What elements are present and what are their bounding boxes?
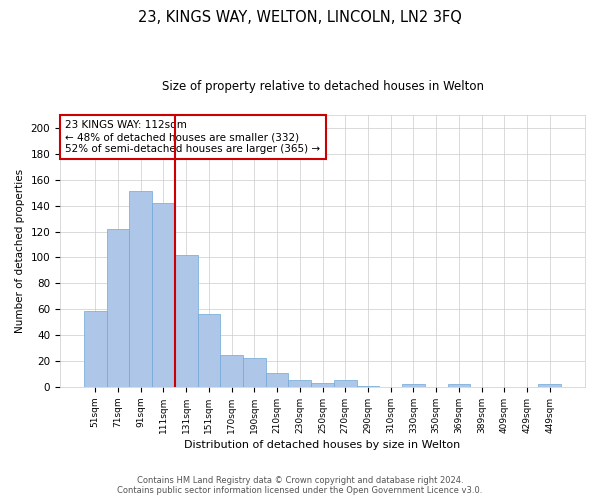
Title: Size of property relative to detached houses in Welton: Size of property relative to detached ho… [161, 80, 484, 93]
Bar [448, 384, 470, 387]
Text: 23 KINGS WAY: 112sqm
← 48% of detached houses are smaller (332)
52% of semi-deta: 23 KINGS WAY: 112sqm ← 48% of detached h… [65, 120, 320, 154]
Bar [356, 386, 379, 387]
Bar [243, 358, 266, 387]
Bar [334, 380, 356, 387]
Bar [266, 372, 289, 387]
Bar [175, 255, 197, 387]
Bar [197, 314, 220, 387]
Text: Contains HM Land Registry data © Crown copyright and database right 2024.
Contai: Contains HM Land Registry data © Crown c… [118, 476, 482, 495]
Bar [152, 203, 175, 387]
Bar [107, 229, 130, 387]
Bar [289, 380, 311, 387]
Bar [130, 192, 152, 387]
X-axis label: Distribution of detached houses by size in Welton: Distribution of detached houses by size … [184, 440, 461, 450]
Bar [538, 384, 561, 387]
Bar [220, 354, 243, 387]
Y-axis label: Number of detached properties: Number of detached properties [15, 169, 25, 333]
Bar [311, 383, 334, 387]
Bar [84, 310, 107, 387]
Bar [402, 384, 425, 387]
Text: 23, KINGS WAY, WELTON, LINCOLN, LN2 3FQ: 23, KINGS WAY, WELTON, LINCOLN, LN2 3FQ [138, 10, 462, 25]
